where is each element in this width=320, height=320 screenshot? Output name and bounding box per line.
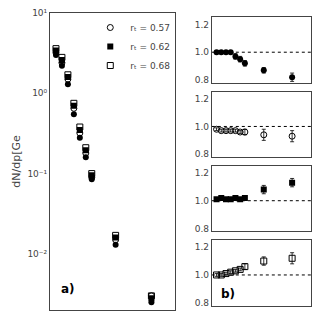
svg-text:10⁻¹: 10⁻¹ <box>27 169 47 179</box>
svg-text:0.8: 0.8 <box>195 298 210 308</box>
svg-text:1.2: 1.2 <box>195 94 209 104</box>
svg-text:rₜ = 0.62: rₜ = 0.62 <box>130 42 170 52</box>
svg-text:10⁻²: 10⁻² <box>27 249 47 259</box>
svg-text:dN/dp[Ge: dN/dp[Ge <box>10 135 23 188</box>
svg-text:10¹: 10¹ <box>32 8 47 18</box>
svg-text:1.0: 1.0 <box>195 196 210 206</box>
svg-text:1.2: 1.2 <box>195 242 209 252</box>
svg-text:b): b) <box>221 287 235 301</box>
svg-text:0.8: 0.8 <box>195 149 210 159</box>
svg-text:1.0: 1.0 <box>195 122 210 132</box>
svg-text:0.8: 0.8 <box>195 224 210 234</box>
svg-text:1.0: 1.0 <box>195 270 210 280</box>
svg-text:10⁰: 10⁰ <box>32 88 47 98</box>
svg-text:rₜ = 0.57: rₜ = 0.57 <box>130 23 170 33</box>
svg-text:1.0: 1.0 <box>195 47 210 57</box>
svg-text:1.2: 1.2 <box>195 168 209 178</box>
svg-text:a): a) <box>61 282 75 296</box>
svg-text:1.2: 1.2 <box>195 20 209 30</box>
svg-text:rₜ = 0.68: rₜ = 0.68 <box>130 61 170 71</box>
svg-text:0.8: 0.8 <box>195 75 210 85</box>
